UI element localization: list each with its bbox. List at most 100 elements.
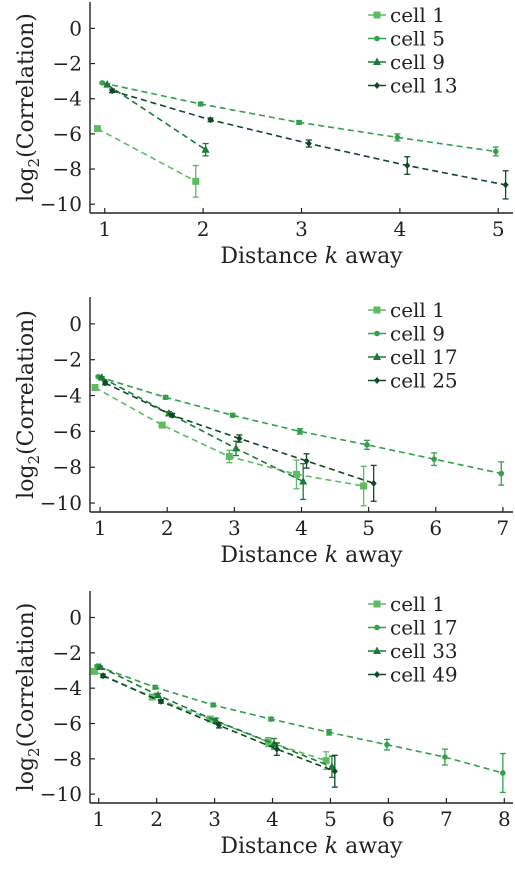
legend-marker — [374, 624, 380, 631]
legend-entry: cell 33 — [368, 639, 458, 663]
series-cell-33 — [96, 662, 336, 779]
y-tick-label: −4 — [53, 384, 82, 408]
x-axis-label: Distance k away — [220, 543, 403, 568]
legend-marker — [373, 57, 381, 65]
data-point — [93, 125, 101, 133]
series-cell-25 — [102, 379, 377, 502]
data-point — [162, 394, 169, 401]
legend-entry: cell 9 — [368, 322, 445, 346]
data-point — [327, 762, 336, 770]
legend-label: cell 17 — [390, 345, 458, 369]
legend-marker — [373, 600, 381, 608]
legend-marker — [374, 82, 380, 89]
x-tick-label: 1 — [92, 807, 105, 831]
data-point — [192, 177, 200, 185]
legend-label: cell 5 — [390, 27, 445, 51]
data-point — [360, 482, 368, 490]
data-point — [292, 470, 300, 478]
data-point — [109, 87, 116, 95]
x-tick-label: 6 — [429, 516, 442, 540]
data-point — [96, 662, 105, 670]
x-tick-label: 4 — [266, 807, 279, 831]
legend-entry: cell 9 — [368, 50, 445, 74]
series-cell-1 — [91, 383, 368, 507]
x-tick-label: 5 — [362, 516, 375, 540]
legend-label: cell 13 — [390, 74, 458, 98]
x-tick-label: 6 — [382, 807, 395, 831]
y-tick-label: 0 — [69, 606, 82, 630]
y-tick-label: 0 — [69, 312, 82, 336]
legend-marker — [373, 352, 381, 360]
data-point — [442, 754, 448, 760]
x-tick-label: 4 — [394, 217, 407, 241]
x-tick-label: 7 — [497, 516, 510, 540]
series-line — [102, 675, 336, 772]
data-point — [90, 667, 98, 675]
legend-label: cell 17 — [390, 616, 458, 640]
legend-entry: cell 17 — [368, 616, 458, 640]
legend-label: cell 9 — [390, 50, 445, 74]
x-tick-label: 3 — [295, 217, 308, 241]
data-point — [299, 477, 308, 485]
legend-label: cell 49 — [390, 663, 458, 687]
data-point — [232, 443, 241, 452]
x-tick-label: 3 — [228, 516, 241, 540]
data-point — [157, 697, 164, 705]
data-point — [296, 119, 302, 126]
legend-entry: cell 17 — [368, 345, 458, 369]
x-tick-label: 2 — [150, 807, 163, 831]
chart-panel-3: 0 −2 −4 −6 −8 −10 1 2 3 4 5 6 7 8 Distance k away log2(… — [14, 591, 513, 859]
x-tick-label: 2 — [197, 217, 210, 241]
data-point — [91, 383, 99, 391]
series-cell-49 — [100, 672, 338, 788]
series-line — [111, 90, 506, 186]
data-point — [99, 80, 106, 86]
series-line — [101, 376, 304, 483]
x-tick-label: 5 — [324, 807, 337, 831]
y-axis-label: log2(Correlation) — [14, 13, 43, 202]
x-tick-label: 2 — [161, 516, 174, 540]
series-cell-13 — [109, 87, 509, 200]
x-tick-label: 3 — [208, 807, 221, 831]
data-point — [215, 721, 222, 729]
y-axis-label: log2(Correlation) — [14, 603, 43, 792]
data-point — [229, 412, 236, 419]
y-tick-label: −2 — [53, 641, 82, 665]
y-tick-label: −8 — [53, 157, 82, 181]
legend-marker — [373, 11, 381, 19]
data-point — [268, 716, 274, 722]
y-axis-label: log2(Correlation) — [14, 310, 43, 499]
series-cell-17 — [94, 663, 506, 794]
y-tick-label: −10 — [40, 491, 82, 515]
x-tick-label: 1 — [98, 217, 111, 241]
legend-marker — [374, 671, 380, 678]
legend-entry: cell 5 — [368, 27, 445, 51]
legend-entry: cell 1 — [368, 298, 445, 322]
series-line — [104, 382, 374, 485]
data-point — [370, 479, 377, 487]
x-tick-label: 1 — [94, 516, 107, 540]
legend-marker — [373, 646, 381, 654]
data-point — [100, 672, 107, 680]
y-tick-label: −2 — [53, 348, 82, 372]
data-point — [502, 181, 509, 189]
x-axis-label: Distance k away — [220, 244, 403, 269]
chart-panel-2: 0 −2 −4 −6 −8 −10 1 2 3 4 5 6 7 Distance k away log2(C… — [14, 297, 513, 568]
y-tick-label: −4 — [53, 87, 82, 111]
data-point — [103, 80, 112, 88]
y-tick-label: −10 — [40, 782, 82, 806]
y-tick-label: −6 — [53, 122, 82, 146]
data-point — [431, 456, 437, 462]
y-tick-label: −8 — [53, 747, 82, 771]
series-line — [97, 127, 197, 183]
y-tick-label: −4 — [53, 676, 82, 700]
legend-label: cell 25 — [390, 369, 458, 393]
data-point — [197, 101, 204, 107]
data-point — [303, 457, 310, 465]
data-point — [97, 373, 106, 381]
data-point — [498, 470, 505, 477]
y-tick-label: −6 — [53, 419, 82, 443]
data-point — [364, 442, 370, 448]
data-point — [169, 411, 176, 419]
data-point — [207, 116, 214, 124]
